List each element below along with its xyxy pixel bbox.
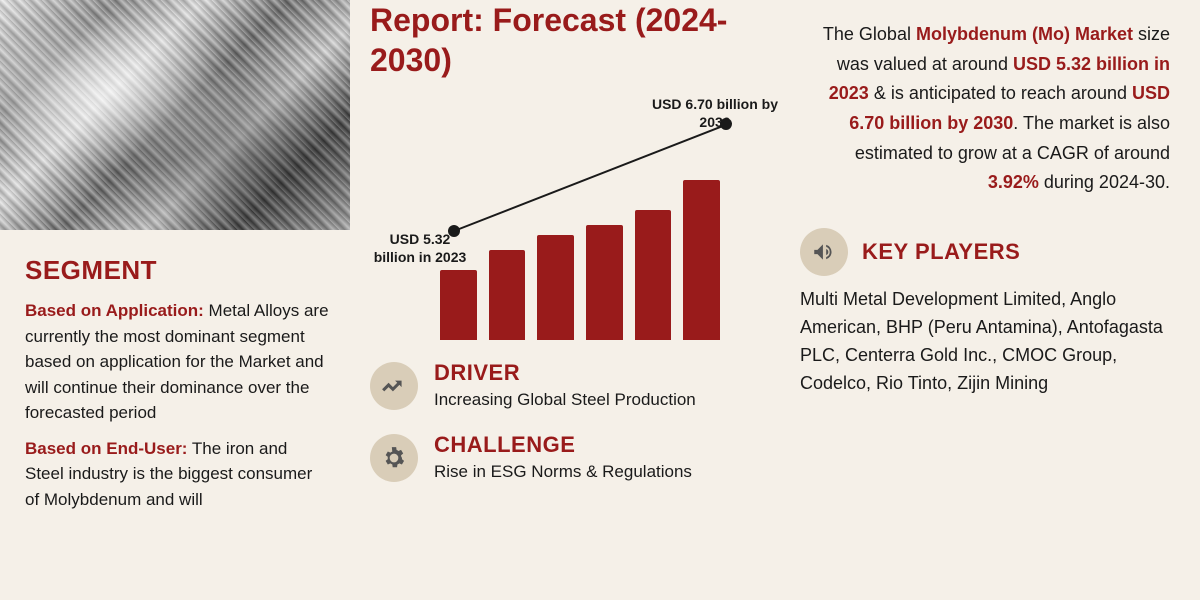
- overview-post: during 2024-30.: [1039, 172, 1170, 192]
- segment-app-label: Based on Application:: [25, 301, 204, 320]
- bar-2: [489, 250, 526, 340]
- driver-heading: DRIVER: [434, 360, 770, 386]
- molybdenum-photo: [0, 0, 350, 230]
- challenge-icon: [370, 434, 418, 482]
- bar-3: [537, 235, 574, 340]
- bar-1: [440, 270, 477, 340]
- trend-dot-end: [720, 118, 732, 130]
- key-players-icon: [800, 228, 848, 276]
- challenge-heading: CHALLENGE: [434, 432, 770, 458]
- driver-icon: [370, 362, 418, 410]
- key-players-heading: KEY PLAYERS: [862, 239, 1020, 265]
- megaphone-icon: [811, 239, 837, 265]
- bar-6: [683, 180, 720, 340]
- bar-5: [635, 210, 672, 340]
- overview-market-name: Molybdenum (Mo) Market: [916, 24, 1133, 44]
- report-title: Report: Forecast (2024-2030): [370, 0, 770, 80]
- overview-cagr: 3.92%: [988, 172, 1039, 192]
- left-column: SEGMENT Based on Application: Metal Allo…: [0, 0, 350, 600]
- overview-mid2: & is anticipated to reach around: [869, 83, 1132, 103]
- driver-text: Increasing Global Steel Production: [434, 388, 770, 412]
- key-players-text: Multi Metal Development Limited, Anglo A…: [800, 286, 1170, 398]
- gears-icon: [381, 445, 407, 471]
- segment-enduser: Based on End-User: The iron and Steel in…: [25, 436, 330, 513]
- bars-row: [440, 160, 720, 340]
- right-column: The Global Molybdenum (Mo) Market size w…: [790, 0, 1200, 600]
- forecast-chart: USD 6.70 billion by 2030 USD 5.32 billio…: [380, 110, 760, 340]
- segment-application: Based on Application: Metal Alloys are c…: [25, 298, 330, 426]
- challenge-row: CHALLENGE Rise in ESG Norms & Regulation…: [370, 432, 770, 484]
- segment-section: SEGMENT Based on Application: Metal Allo…: [0, 230, 350, 512]
- key-players-section: KEY PLAYERS Multi Metal Development Limi…: [800, 228, 1170, 398]
- growth-icon: [381, 373, 407, 399]
- overview-pre: The Global: [823, 24, 916, 44]
- market-overview: The Global Molybdenum (Mo) Market size w…: [800, 20, 1170, 198]
- challenge-text: Rise in ESG Norms & Regulations: [434, 460, 770, 484]
- segment-heading: SEGMENT: [25, 255, 330, 286]
- segment-user-label: Based on End-User:: [25, 439, 187, 458]
- middle-column: Report: Forecast (2024-2030) USD 6.70 bi…: [350, 0, 790, 600]
- bar-4: [586, 225, 623, 340]
- driver-row: DRIVER Increasing Global Steel Productio…: [370, 360, 770, 412]
